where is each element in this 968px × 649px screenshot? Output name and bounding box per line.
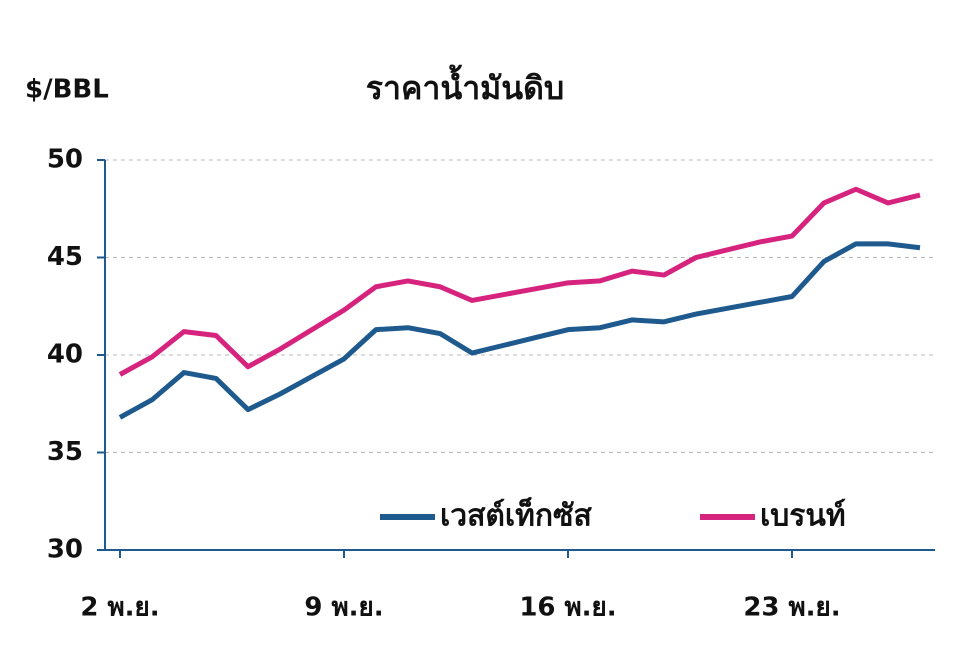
series-line xyxy=(118,241,921,420)
y-tick-label: 30 xyxy=(47,535,83,565)
y-tick-label: 50 xyxy=(47,145,83,175)
chart-title: ราคาน้ำมันดิบ xyxy=(366,64,564,107)
y-tick-label: 40 xyxy=(47,340,83,370)
y-tick-label: 45 xyxy=(47,242,83,272)
x-tick-label: 16 พ.ย. xyxy=(519,593,616,623)
y-axis-label: $/BBL xyxy=(25,75,109,105)
legend-label: เบรนท์ xyxy=(760,499,846,534)
y-tick-label: 35 xyxy=(47,437,83,467)
legend-label: เวสต์เท็กซัส xyxy=(440,497,592,534)
x-tick-label: 23 พ.ย. xyxy=(743,593,840,623)
x-tick-label: 2 พ.ย. xyxy=(80,593,159,623)
x-tick-label: 9 พ.ย. xyxy=(304,593,383,623)
series-line xyxy=(118,186,921,377)
